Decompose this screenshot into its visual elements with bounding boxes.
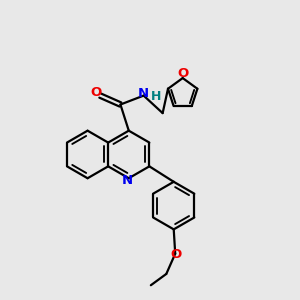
- Text: O: O: [177, 67, 188, 80]
- Text: N: N: [138, 87, 149, 100]
- Text: N: N: [122, 173, 133, 187]
- Text: H: H: [151, 90, 161, 103]
- Text: O: O: [170, 248, 182, 260]
- Text: O: O: [90, 85, 102, 98]
